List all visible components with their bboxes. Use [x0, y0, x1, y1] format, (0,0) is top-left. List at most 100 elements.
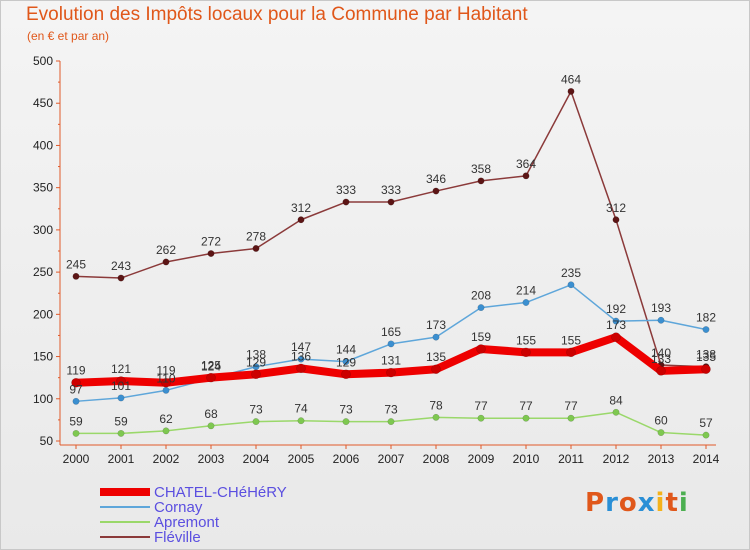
data-label: 131 — [381, 354, 401, 368]
data-label: 129 — [336, 355, 356, 369]
data-point — [612, 216, 620, 224]
data-label: 125 — [201, 359, 221, 373]
data-point — [567, 281, 575, 289]
data-point — [521, 347, 531, 358]
legend-swatch-fleville — [100, 536, 150, 538]
data-point — [207, 422, 215, 430]
data-label: 57 — [699, 416, 713, 430]
y-tick-label: 300 — [33, 223, 53, 237]
data-label: 278 — [246, 229, 266, 243]
data-point — [566, 347, 576, 358]
data-point — [297, 417, 305, 425]
data-label: 101 — [111, 379, 131, 393]
data-point — [206, 372, 216, 383]
data-label: 60 — [654, 414, 668, 428]
data-label: 312 — [606, 201, 626, 215]
data-label: 97 — [69, 382, 83, 396]
data-label: 135 — [426, 350, 446, 364]
data-point — [387, 418, 395, 426]
data-point — [342, 418, 350, 426]
data-point — [611, 332, 621, 342]
y-tick-label: 350 — [33, 181, 53, 195]
data-label: 140 — [651, 346, 671, 360]
data-label: 173 — [426, 318, 446, 332]
legend-swatch-chatel — [100, 488, 150, 496]
data-label: 135 — [696, 350, 716, 364]
y-tick-label: 250 — [33, 265, 53, 279]
data-label: 138 — [246, 348, 266, 362]
brand-letter: i — [655, 488, 666, 518]
data-point — [477, 177, 485, 185]
data-label: 193 — [651, 301, 671, 315]
y-tick-label: 400 — [33, 138, 53, 152]
data-label: 155 — [516, 333, 536, 347]
y-tick-label: 100 — [33, 392, 53, 406]
data-point — [117, 429, 125, 437]
data-label: 110 — [156, 371, 175, 385]
data-label: 121 — [111, 362, 131, 376]
data-point — [251, 369, 261, 380]
data-point — [567, 414, 575, 422]
data-point — [117, 394, 125, 402]
data-point — [297, 216, 305, 224]
brand-letter: P — [585, 488, 606, 518]
data-label: 364 — [516, 157, 536, 171]
data-label: 73 — [249, 403, 263, 417]
x-tick-label: 2014 — [693, 452, 720, 466]
data-label: 272 — [201, 235, 221, 249]
data-label: 73 — [339, 403, 353, 417]
data-label: 464 — [561, 72, 581, 86]
y-tick-label: 50 — [40, 434, 54, 448]
data-point — [387, 198, 395, 206]
data-label: 144 — [336, 343, 356, 357]
data-label: 155 — [561, 333, 581, 347]
x-tick-label: 2006 — [333, 452, 360, 466]
data-label: 59 — [69, 414, 83, 428]
data-point — [612, 317, 620, 325]
x-tick-label: 2007 — [378, 452, 405, 466]
x-tick-label: 2001 — [108, 452, 135, 466]
data-point — [657, 429, 665, 437]
data-point — [476, 344, 486, 354]
x-tick-label: 2005 — [288, 452, 315, 466]
data-point — [386, 367, 396, 378]
data-label: 262 — [156, 243, 176, 257]
x-tick-label: 2013 — [648, 452, 675, 466]
data-point — [387, 340, 395, 348]
data-label: 133 — [651, 352, 671, 366]
data-label: 77 — [564, 399, 578, 413]
x-tick-label: 2012 — [603, 452, 630, 466]
data-point — [252, 245, 260, 252]
x-tick-label: 2010 — [513, 452, 540, 466]
data-label: 119 — [66, 364, 85, 378]
data-point — [252, 418, 260, 426]
data-label: 346 — [426, 172, 446, 186]
x-tick-label: 2009 — [468, 452, 495, 466]
data-label: 173 — [606, 318, 626, 332]
data-label: 333 — [336, 183, 356, 197]
data-point — [432, 187, 440, 195]
legend-label-fleville: Fléville — [154, 528, 201, 546]
y-tick-label: 200 — [33, 307, 53, 321]
data-point — [162, 258, 170, 266]
data-label: 77 — [474, 399, 488, 413]
y-tick-label: 450 — [33, 96, 53, 110]
data-label: 147 — [291, 340, 311, 354]
data-point — [72, 272, 80, 280]
data-point — [432, 333, 440, 341]
x-tick-label: 2002 — [153, 452, 180, 466]
data-label: 84 — [609, 393, 623, 407]
chart-subtitle: (en € et par an) — [27, 29, 110, 43]
data-point — [477, 414, 485, 422]
data-label: 119 — [156, 364, 175, 378]
x-tick-label: 2000 — [63, 452, 90, 466]
data-label: 136 — [291, 349, 311, 363]
chart-title: Evolution des Impôts locaux pour la Comm… — [26, 4, 528, 25]
data-label: 68 — [204, 407, 218, 421]
data-label: 62 — [159, 412, 173, 426]
data-label: 124 — [201, 360, 221, 374]
data-point — [701, 364, 711, 374]
brand-letter: t — [665, 488, 679, 518]
